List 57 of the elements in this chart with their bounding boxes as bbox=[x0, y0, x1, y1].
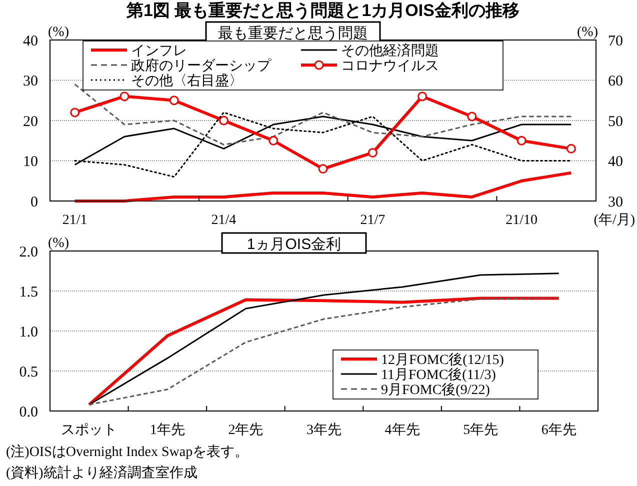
y-tick-label: 20 bbox=[23, 114, 38, 130]
x-tick-label: 21/1 bbox=[62, 213, 88, 228]
point bbox=[516, 136, 526, 146]
point bbox=[318, 164, 328, 174]
x-tick-label: 21/4 bbox=[211, 213, 236, 228]
point bbox=[467, 112, 477, 122]
x-tick-label: 21/10 bbox=[506, 213, 538, 228]
x-tick-label: 5年先 bbox=[463, 422, 498, 438]
text: (資料)統計より経済調査室作成 bbox=[6, 465, 198, 481]
point bbox=[268, 136, 278, 146]
x-tick-label: 1年先 bbox=[150, 422, 185, 438]
point bbox=[418, 92, 428, 102]
y2-tick-label: 40 bbox=[608, 154, 623, 170]
point bbox=[368, 148, 378, 158]
x-tick-label: 21/7 bbox=[360, 213, 386, 228]
x-tick-label: 2年先 bbox=[228, 422, 264, 438]
line-series bbox=[74, 112, 572, 178]
legend-label: 9月FOMC後(9/22) bbox=[381, 382, 490, 398]
legend-label: 政府のリーダーシップ bbox=[131, 58, 272, 74]
legend-label: コロナウイルス bbox=[341, 58, 439, 74]
chart-subtitle: 最も重要だと思う問題 bbox=[218, 25, 368, 42]
point bbox=[120, 92, 130, 102]
chart-title: 1ヵ月OIS金利 bbox=[246, 236, 342, 253]
y2-tick-label: 70 bbox=[608, 33, 623, 50]
x-tick-label: 4年先 bbox=[384, 422, 420, 438]
x-axis-title: (年/月) bbox=[594, 212, 636, 228]
legend-label: 12月FOMC後(12/15) bbox=[381, 352, 504, 368]
x-tick-label: スポット bbox=[61, 423, 118, 438]
chart-title: 第1図 最も重要だと思う問題と1カ月OIS金利の推移 bbox=[126, 1, 520, 20]
y-tick-label: 10 bbox=[23, 154, 38, 170]
y-tick-label: 1.5 bbox=[19, 284, 38, 300]
line-series bbox=[73, 171, 573, 202]
y-tick-label: 1.0 bbox=[19, 324, 38, 340]
point bbox=[566, 144, 576, 154]
x-tick-label: 3年先 bbox=[306, 422, 342, 438]
y-tick-label: 40 bbox=[23, 33, 38, 50]
legend-label: その他経済問題 bbox=[341, 42, 439, 59]
y-tick-label: 2.0 bbox=[19, 244, 38, 260]
legend-label: インフレ bbox=[131, 44, 187, 59]
y-tick-label: 0.0 bbox=[19, 404, 38, 420]
y-tick-label: 0 bbox=[30, 194, 38, 210]
point bbox=[70, 108, 80, 118]
point bbox=[218, 116, 228, 126]
y2-tick-label: 60 bbox=[608, 74, 623, 90]
y-axis-title: (%) bbox=[48, 236, 70, 251]
y2-axis-title: (%) bbox=[577, 25, 598, 40]
point bbox=[169, 96, 179, 106]
legend-label: その他〈右目盛〉 bbox=[131, 72, 243, 89]
y2-tick-label: 30 bbox=[608, 194, 623, 210]
x-tick-label: 6年先 bbox=[541, 422, 576, 438]
line-series bbox=[88, 272, 560, 406]
legend-label: 11月FOMC後(11/3) bbox=[381, 366, 496, 383]
y-tick-label: 30 bbox=[23, 74, 38, 90]
text: (注)OISはOvernight Index Swapを表す。 bbox=[6, 444, 249, 460]
y-tick-label: 0.5 bbox=[19, 364, 38, 380]
y2-tick-label: 50 bbox=[608, 114, 623, 130]
y-axis-title: (%) bbox=[48, 25, 70, 40]
